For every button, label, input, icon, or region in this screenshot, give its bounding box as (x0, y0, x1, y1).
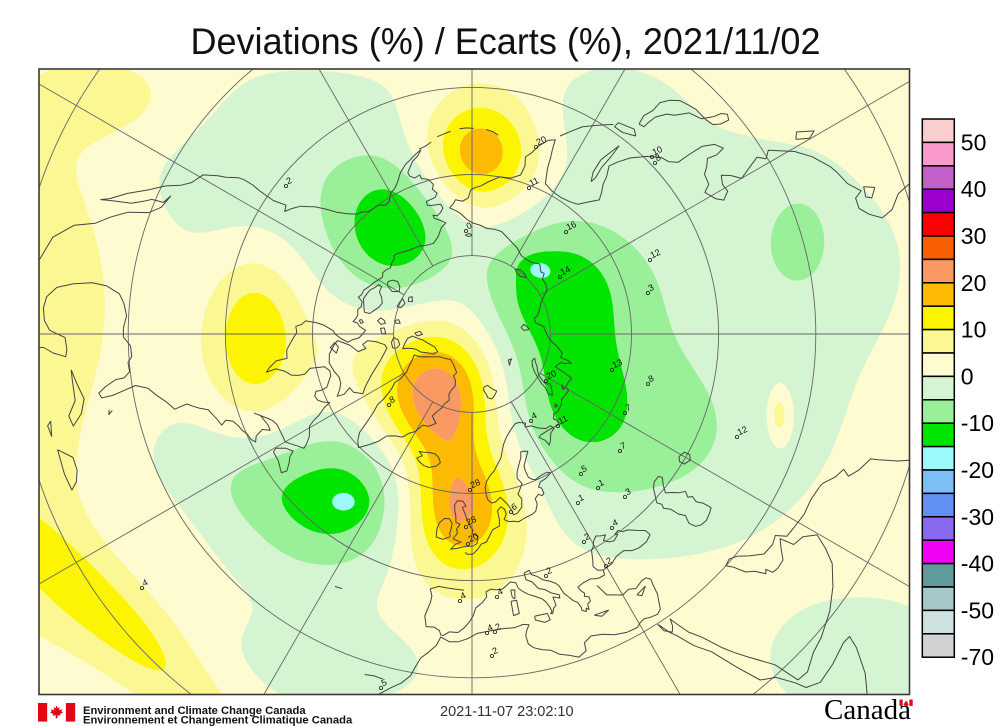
svg-text:4: 4 (141, 577, 150, 588)
svg-text:7: 7 (619, 440, 628, 451)
svg-text:Canada: Canada (824, 694, 911, 726)
svg-text:12: 12 (736, 424, 749, 437)
svg-text:0: 0 (961, 363, 974, 389)
svg-text:4: 4 (611, 517, 620, 528)
svg-text:4: 4 (496, 586, 505, 597)
svg-text:50: 50 (961, 129, 987, 155)
svg-text:12: 12 (649, 247, 662, 260)
svg-text:-50: -50 (961, 597, 994, 623)
svg-text:2: 2 (494, 621, 503, 632)
svg-text:2: 2 (583, 531, 592, 542)
svg-text:20: 20 (535, 134, 548, 147)
svg-text:5: 5 (580, 463, 589, 474)
svg-text:-20: -20 (961, 457, 994, 483)
svg-text:2: 2 (605, 555, 614, 566)
svg-text:1: 1 (597, 477, 606, 488)
svg-text:7: 7 (624, 402, 633, 413)
svg-text:28: 28 (465, 514, 478, 527)
svg-text:8: 8 (388, 394, 397, 405)
svg-text:2: 2 (491, 645, 500, 656)
svg-text:-40: -40 (961, 551, 994, 577)
svg-text:-30: -30 (961, 504, 994, 530)
svg-text:3: 3 (624, 486, 633, 497)
svg-text:5: 5 (380, 677, 389, 688)
svg-text:30: 30 (961, 223, 987, 249)
svg-text:2021-11-07 23:02:10: 2021-11-07 23:02:10 (440, 704, 574, 720)
svg-text:6: 6 (510, 501, 519, 512)
svg-text:Environment and Climate Change: Environment and Climate Change Canada (83, 705, 306, 717)
svg-text:0: 0 (465, 220, 474, 231)
svg-text:40: 40 (961, 176, 987, 202)
svg-text:14: 14 (559, 264, 572, 277)
svg-text:10: 10 (651, 144, 664, 157)
svg-text:13: 13 (611, 357, 624, 370)
svg-text:Environnement et Changement Cl: Environnement et Changement Climatique C… (83, 715, 353, 726)
svg-text:28: 28 (469, 477, 482, 490)
svg-text:20: 20 (467, 531, 480, 544)
svg-text:20: 20 (961, 270, 987, 296)
svg-text:4: 4 (530, 410, 539, 421)
svg-text:10: 10 (961, 317, 987, 343)
svg-text:8: 8 (647, 373, 656, 384)
svg-text:-70: -70 (961, 644, 994, 670)
svg-text:3: 3 (647, 282, 656, 293)
svg-text:11: 11 (528, 175, 541, 188)
svg-text:11: 11 (557, 413, 570, 426)
svg-text:Deviations (%) / Ecarts (%), 2: Deviations (%) / Ecarts (%), 2021/11/02 (191, 21, 821, 62)
svg-text:2: 2 (545, 565, 554, 576)
svg-text:2: 2 (285, 175, 294, 186)
svg-text:4: 4 (486, 622, 495, 633)
svg-text:8: 8 (654, 152, 663, 163)
svg-text:-10: -10 (961, 410, 994, 436)
svg-text:4: 4 (459, 590, 468, 601)
svg-text:16: 16 (565, 219, 578, 232)
svg-text:20: 20 (545, 368, 558, 381)
svg-text:1: 1 (577, 492, 586, 503)
